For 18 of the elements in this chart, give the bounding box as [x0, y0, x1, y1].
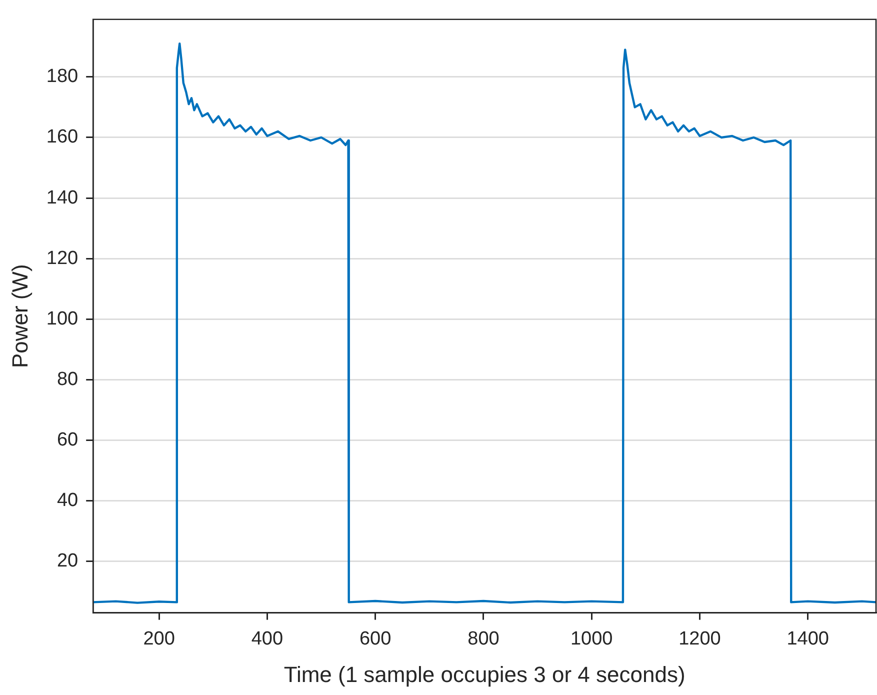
y-tick-label: 60: [56, 429, 78, 450]
y-tick-label: 20: [56, 550, 78, 572]
y-tick-label: 100: [46, 308, 78, 330]
x-tick-label: 400: [251, 628, 284, 650]
x-tick-label: 600: [359, 628, 392, 650]
x-tick-label: 1000: [570, 628, 613, 650]
y-axis-title: Power (W): [7, 264, 32, 368]
y-tick-label: 160: [46, 126, 78, 148]
x-tick-label: 800: [468, 628, 500, 650]
x-tick-label: 1400: [786, 628, 830, 650]
y-tick-label: 120: [46, 248, 78, 269]
y-tick-label: 140: [46, 187, 78, 208]
x-tick-label: 200: [143, 628, 175, 650]
y-tick-label: 180: [46, 66, 78, 88]
x-axis-title: Time (1 sample occupies 3 or 4 seconds): [284, 662, 686, 687]
y-tick-label: 80: [56, 368, 78, 390]
x-tick-label: 1200: [678, 628, 721, 650]
y-tick-label: 40: [56, 490, 78, 512]
